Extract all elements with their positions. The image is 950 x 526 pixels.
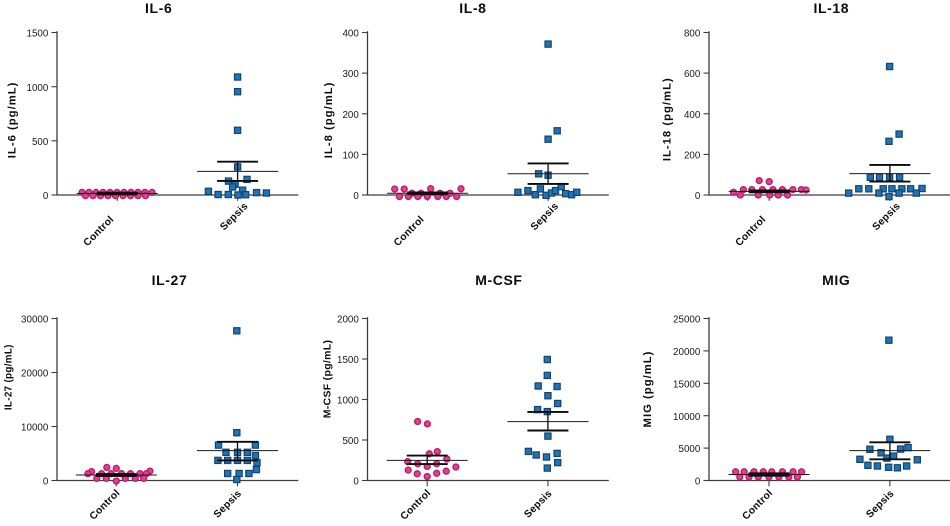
svg-text:M-CSF: M-CSF bbox=[475, 272, 522, 288]
svg-text:0: 0 bbox=[353, 191, 359, 202]
svg-text:200: 200 bbox=[684, 151, 701, 162]
svg-text:10000: 10000 bbox=[673, 412, 701, 423]
svg-text:300: 300 bbox=[342, 69, 359, 80]
svg-text:20000: 20000 bbox=[21, 369, 49, 380]
svg-text:M-CSF (pg/mL): M-CSF (pg/mL) bbox=[321, 340, 333, 419]
svg-text:0: 0 bbox=[353, 477, 359, 488]
svg-text:1000: 1000 bbox=[337, 396, 359, 407]
svg-text:0: 0 bbox=[43, 477, 49, 488]
svg-text:1000: 1000 bbox=[27, 83, 49, 94]
svg-text:IL-18: IL-18 bbox=[813, 0, 849, 16]
svg-text:5000: 5000 bbox=[679, 444, 701, 455]
svg-text:IL-6: IL-6 bbox=[145, 0, 172, 16]
svg-text:800: 800 bbox=[684, 29, 701, 40]
svg-text:200: 200 bbox=[342, 110, 359, 121]
svg-text:400: 400 bbox=[684, 110, 701, 121]
svg-text:IL-18 (pg/mL): IL-18 (pg/mL) bbox=[661, 77, 673, 161]
svg-text:MIG: MIG bbox=[822, 272, 850, 288]
svg-text:0: 0 bbox=[43, 191, 49, 202]
svg-text:500: 500 bbox=[342, 436, 359, 447]
svg-text:0: 0 bbox=[695, 191, 701, 202]
svg-text:2000: 2000 bbox=[337, 315, 359, 326]
svg-text:15000: 15000 bbox=[673, 379, 701, 390]
svg-text:IL-27: IL-27 bbox=[152, 272, 188, 288]
svg-text:500: 500 bbox=[32, 137, 49, 148]
svg-text:IL-27 (pg/mL): IL-27 (pg/mL) bbox=[4, 344, 15, 410]
svg-text:IL-6 (pg/mL): IL-6 (pg/mL) bbox=[6, 82, 18, 159]
svg-text:1500: 1500 bbox=[27, 29, 49, 40]
svg-text:10000: 10000 bbox=[21, 423, 49, 434]
svg-text:600: 600 bbox=[684, 69, 701, 80]
svg-text:100: 100 bbox=[342, 151, 359, 162]
svg-text:IL-8 (pg/mL): IL-8 (pg/mL) bbox=[323, 82, 335, 159]
svg-text:400: 400 bbox=[342, 29, 359, 40]
svg-text:30000: 30000 bbox=[21, 315, 49, 326]
svg-text:0: 0 bbox=[695, 477, 701, 488]
svg-text:MIG (pg/mL): MIG (pg/mL) bbox=[642, 351, 654, 428]
svg-text:1500: 1500 bbox=[337, 355, 359, 366]
svg-text:IL-8: IL-8 bbox=[459, 0, 486, 16]
svg-text:20000: 20000 bbox=[673, 347, 701, 358]
svg-text:25000: 25000 bbox=[673, 315, 701, 326]
